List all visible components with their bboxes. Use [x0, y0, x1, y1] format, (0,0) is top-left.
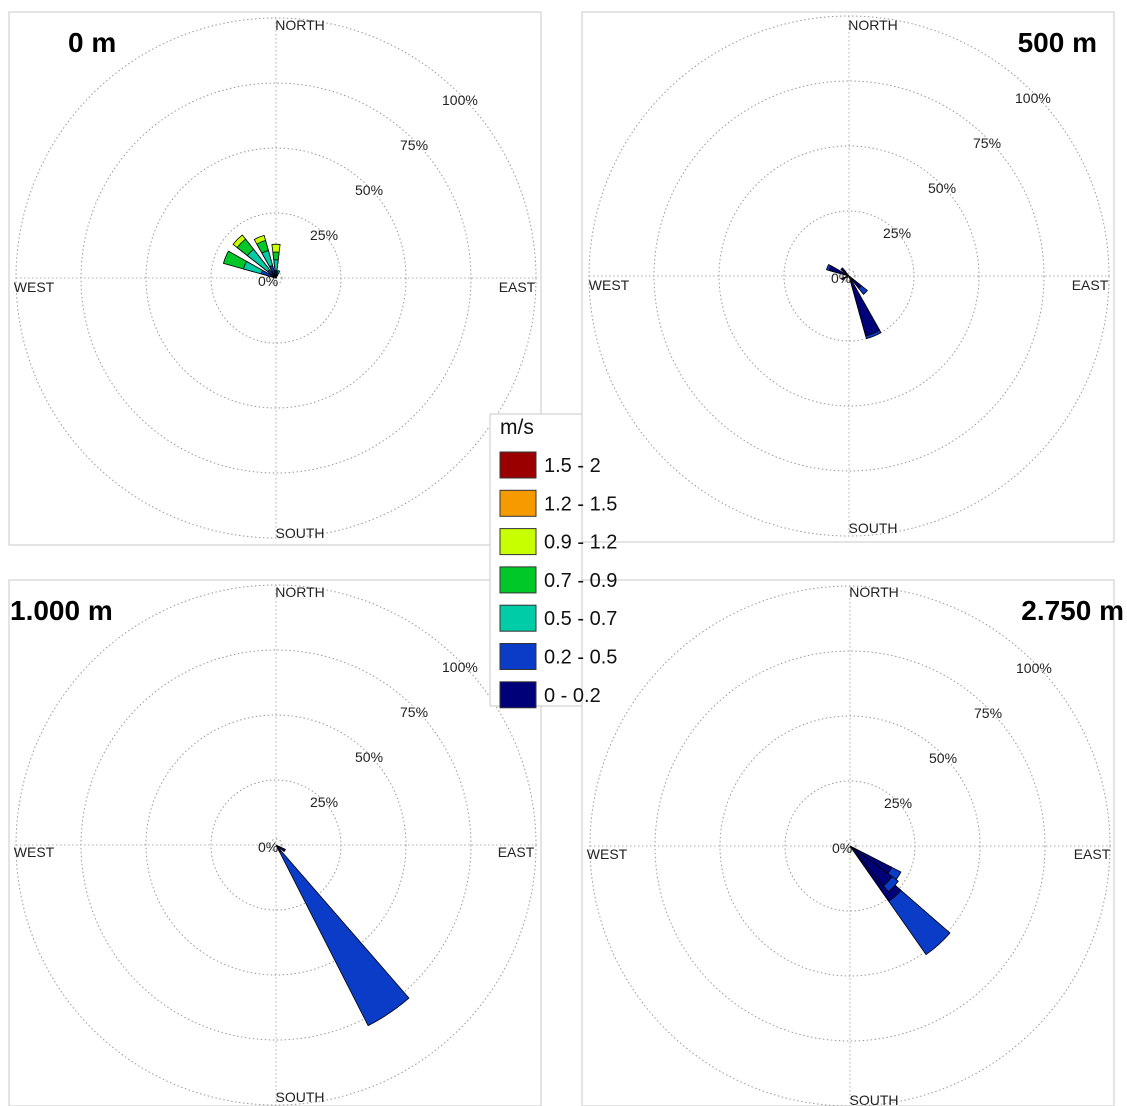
direction-label-north: NORTH	[849, 584, 899, 600]
ring-label-50pct: 50%	[929, 750, 957, 766]
grid-ring	[588, 15, 1110, 537]
windrose-panel-2: 0% 25% 50% 75% 100% NORTH SOUTH EAST WEST 500 m	[581, 11, 1115, 543]
ring-label-75pct: 75%	[973, 135, 1001, 151]
ring-label-50pct: 50%	[928, 180, 956, 196]
grid-ring	[842, 269, 856, 283]
direction-label-north: NORTH	[275, 584, 325, 600]
wedge-segment	[274, 269, 278, 279]
legend-swatch	[499, 643, 537, 670]
wedge-segment	[275, 844, 410, 1027]
windrose-panels: 0% 25% 50% 75% 100% NORTH SOUTH EAST WEST 0 m 0% 25…	[8, 11, 1124, 1106]
legend-label: 0.5 - 0.7	[544, 608, 617, 630]
direction-label-south: SOUTH	[849, 520, 898, 536]
grid-ring	[718, 145, 980, 407]
legend-label: 0.9 - 1.2	[544, 532, 617, 554]
panel-frame	[581, 579, 1115, 1106]
grid-ring	[783, 210, 915, 342]
ring-label-0pct: 0%	[831, 270, 851, 286]
wedge-segment	[848, 275, 881, 337]
ring-label-0pct: 0%	[258, 273, 278, 289]
direction-label-north: NORTH	[275, 17, 325, 33]
direction-label-west: WEST	[14, 279, 55, 295]
panel-title: 2.750 m	[1021, 595, 1124, 626]
grid-ring	[654, 650, 1046, 1042]
grid-ring	[784, 780, 916, 912]
panel-frame	[8, 579, 542, 1106]
grid-ring	[269, 271, 283, 285]
wedge-segment	[848, 275, 862, 289]
grid-ring	[15, 584, 537, 1106]
grid-ring	[589, 585, 1111, 1106]
legend-label: 1.5 - 2	[544, 455, 601, 477]
ring-label-50pct: 50%	[355, 182, 383, 198]
grid-ring	[15, 17, 537, 539]
ring-label-75pct: 75%	[400, 704, 428, 720]
grid-ring	[210, 212, 342, 344]
grid-ring	[80, 82, 472, 474]
legend-swatch	[499, 604, 537, 632]
direction-label-west: WEST	[587, 846, 628, 862]
grid-ring	[269, 838, 283, 852]
direction-label-south: SOUTH	[276, 1089, 325, 1105]
legend-swatch	[499, 566, 537, 594]
ring-label-100pct: 100%	[442, 659, 478, 675]
direction-label-east: EAST	[1072, 277, 1109, 293]
wedge-segment	[275, 844, 286, 852]
wedge-segment	[840, 267, 850, 277]
legend-swatch	[499, 681, 537, 709]
grid-ring	[80, 649, 472, 1041]
ring-label-50pct: 50%	[355, 749, 383, 765]
ring-label-25pct: 25%	[883, 225, 911, 241]
legend-label: 0 - 0.2	[544, 685, 601, 707]
wedge-segment	[275, 844, 282, 853]
windrose-panel-1: 0% 25% 50% 75% 100% NORTH SOUTH EAST WEST 0 m	[8, 11, 542, 546]
ring-label-25pct: 25%	[310, 794, 338, 810]
panel-title: 0 m	[68, 27, 116, 58]
direction-label-west: WEST	[589, 277, 630, 293]
legend-label: 1.2 - 1.5	[544, 493, 617, 515]
speed-legend: m/s 1.5 - 2 1.2 - 1.5 0.9 - 1.2 0.7 - 0.9 0.…	[489, 413, 617, 709]
ring-label-25pct: 25%	[884, 795, 912, 811]
legend-label: 0.2 - 0.5	[544, 647, 617, 669]
grid-ring	[719, 715, 981, 977]
ring-label-100pct: 100%	[442, 92, 478, 108]
windrose-panel-3: 0% 25% 50% 75% 100% NORTH SOUTH EAST WEST 1.000 m	[8, 579, 542, 1106]
ring-label-75pct: 75%	[974, 705, 1002, 721]
direction-label-east: EAST	[499, 279, 536, 295]
ring-label-25pct: 25%	[310, 227, 338, 243]
ring-label-0pct: 0%	[832, 840, 852, 856]
ring-label-100pct: 100%	[1016, 660, 1052, 676]
panel-title: 1.000 m	[10, 595, 113, 626]
legend-swatch	[499, 451, 537, 479]
grid-ring	[653, 80, 1045, 472]
windrose-panel-4: 0% 25% 50% 75% 100% NORTH SOUTH EAST WEST 2.750 m	[581, 579, 1124, 1106]
direction-label-north: NORTH	[848, 17, 898, 33]
legend-title: m/s	[500, 416, 534, 439]
direction-label-east: EAST	[498, 844, 535, 860]
wedge-segment	[275, 275, 278, 279]
grid-ring	[210, 779, 342, 911]
grid-ring	[843, 839, 857, 853]
panel-title: 500 m	[1018, 27, 1097, 58]
direction-label-east: EAST	[1074, 846, 1111, 862]
legend-label: 0.7 - 0.9	[544, 570, 617, 592]
ring-label-0pct: 0%	[258, 839, 278, 855]
grid-ring	[145, 147, 407, 409]
ring-label-75pct: 75%	[400, 137, 428, 153]
wedge-segment	[828, 265, 850, 277]
wedge-segment	[841, 275, 850, 281]
wedge-segment	[849, 845, 893, 887]
direction-label-south: SOUTH	[276, 525, 325, 541]
legend-swatch	[499, 528, 537, 556]
direction-label-south: SOUTH	[850, 1092, 899, 1106]
ring-label-100pct: 100%	[1015, 90, 1051, 106]
grid-ring	[145, 714, 407, 976]
wedge-segment	[273, 259, 279, 279]
wedge-segment	[269, 265, 277, 279]
direction-label-west: WEST	[14, 844, 55, 860]
legend-swatch	[499, 489, 537, 517]
